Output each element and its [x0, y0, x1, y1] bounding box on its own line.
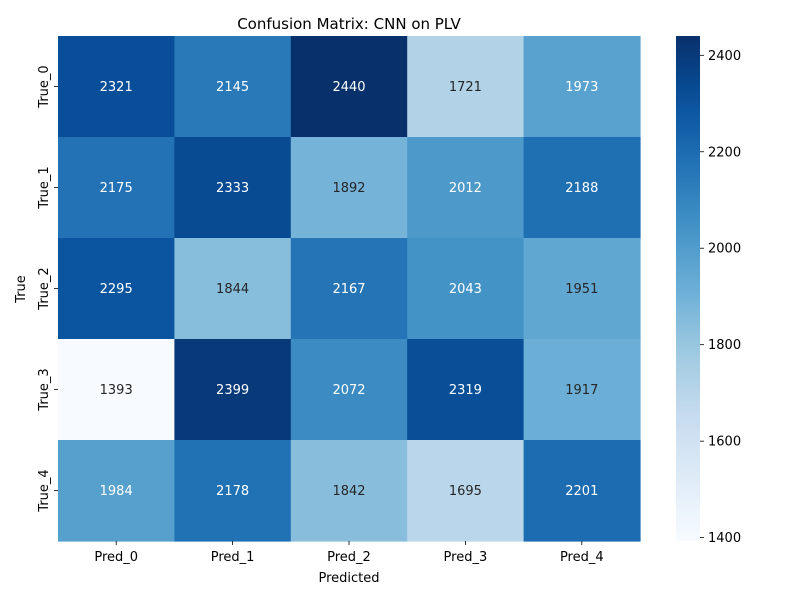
cell-value-label: 2321 — [100, 80, 133, 95]
heatmap-cell — [407, 339, 525, 441]
heatmap-cell — [174, 339, 292, 441]
cell-value-label: 1721 — [449, 80, 482, 95]
x-tick-label: Pred_3 — [444, 550, 488, 565]
heatmap-cell — [290, 36, 408, 138]
colorbar-tick-label: 1400 — [708, 531, 741, 546]
heatmap-cell — [174, 238, 292, 340]
heatmap-cell — [523, 440, 641, 542]
y-tick-label: True_4 — [37, 469, 52, 512]
heatmap-cell — [290, 137, 408, 239]
colorbar-tick-label: 2200 — [708, 145, 741, 160]
heatmap-cell — [58, 339, 175, 441]
cell-value-label: 1695 — [449, 484, 482, 499]
cell-value-label: 2167 — [332, 282, 365, 297]
cell-value-label: 2319 — [449, 383, 482, 398]
cell-value-label: 2201 — [565, 484, 598, 499]
cell-value-label: 1393 — [100, 383, 133, 398]
colorbar-tick-label: 1600 — [708, 435, 741, 450]
cell-value-label: 2188 — [565, 181, 598, 196]
cell-value-label: 1844 — [216, 282, 249, 297]
heatmap-cell — [523, 36, 641, 138]
y-tick-label: True_2 — [37, 267, 52, 310]
heatmap-cell — [58, 36, 175, 138]
chart-title: Confusion Matrix: CNN on PLV — [237, 15, 461, 33]
y-tick-label: True_3 — [37, 368, 52, 411]
heatmap-cell — [58, 238, 175, 340]
cell-value-label: 2295 — [100, 282, 133, 297]
colorbar: 1400 1600 1800 2000 2200 2400 — [676, 36, 741, 546]
cell-value-label: 1984 — [100, 484, 133, 499]
colorbar-tick-label: 1800 — [708, 338, 741, 353]
heatmap-cell — [523, 238, 641, 340]
heatmap-cell — [58, 440, 175, 542]
heatmap-cell — [290, 238, 408, 340]
cell-value-label: 2399 — [216, 383, 249, 398]
heatmap-cell — [290, 339, 408, 441]
y-tick-labels: True_0 True_1 True_2 True_3 True_4 — [37, 65, 58, 513]
heatmap-cell — [523, 137, 641, 239]
cell-value-label: 1951 — [565, 282, 598, 297]
cell-value-label: 1917 — [565, 383, 598, 398]
colorbar-gradient — [676, 36, 700, 541]
cell-value-label: 2175 — [100, 181, 133, 196]
heatmap-cell — [407, 137, 525, 239]
cell-value-label: 2145 — [216, 80, 249, 95]
heatmap-cell — [174, 36, 292, 138]
cell-value-label: 2072 — [332, 383, 365, 398]
heatmap-cell — [407, 238, 525, 340]
x-axis-label: Predicted — [318, 571, 379, 586]
colorbar-tick-label: 2000 — [708, 242, 741, 257]
y-tick-label: True_1 — [37, 166, 52, 209]
cell-value-label: 2178 — [216, 484, 249, 499]
cell-value-label: 2043 — [449, 282, 482, 297]
colorbar-tick-label: 2400 — [708, 49, 741, 64]
cell-value-label: 1892 — [332, 181, 365, 196]
cell-value-label: 1842 — [332, 484, 365, 499]
heatmap-cell — [174, 137, 292, 239]
heatmap-cell — [407, 36, 525, 138]
heatmap-cell — [523, 339, 641, 441]
x-tick-label: Pred_4 — [560, 550, 604, 565]
y-axis-label: True — [14, 275, 29, 304]
heatmap-cell — [174, 440, 292, 542]
x-tick-label: Pred_2 — [327, 550, 371, 565]
cell-value-label: 2012 — [449, 181, 482, 196]
heatmap-cell — [290, 440, 408, 542]
heatmap-cell — [407, 440, 525, 542]
heatmap-cells: 2321 2145 2440 1721 1973 2175 2333 1892 2012 2188… — [58, 36, 641, 542]
cell-value-label: 2333 — [216, 181, 249, 196]
heatmap-cell — [58, 137, 175, 239]
cell-value-label: 2440 — [332, 80, 365, 95]
x-tick-label: Pred_1 — [211, 550, 255, 565]
x-tick-labels: Pred_0 Pred_1 Pred_2 Pred_3 Pred_4 — [94, 541, 604, 565]
x-tick-label: Pred_0 — [94, 550, 138, 565]
cell-value-label: 1973 — [565, 80, 598, 95]
y-tick-label: True_0 — [37, 65, 52, 108]
